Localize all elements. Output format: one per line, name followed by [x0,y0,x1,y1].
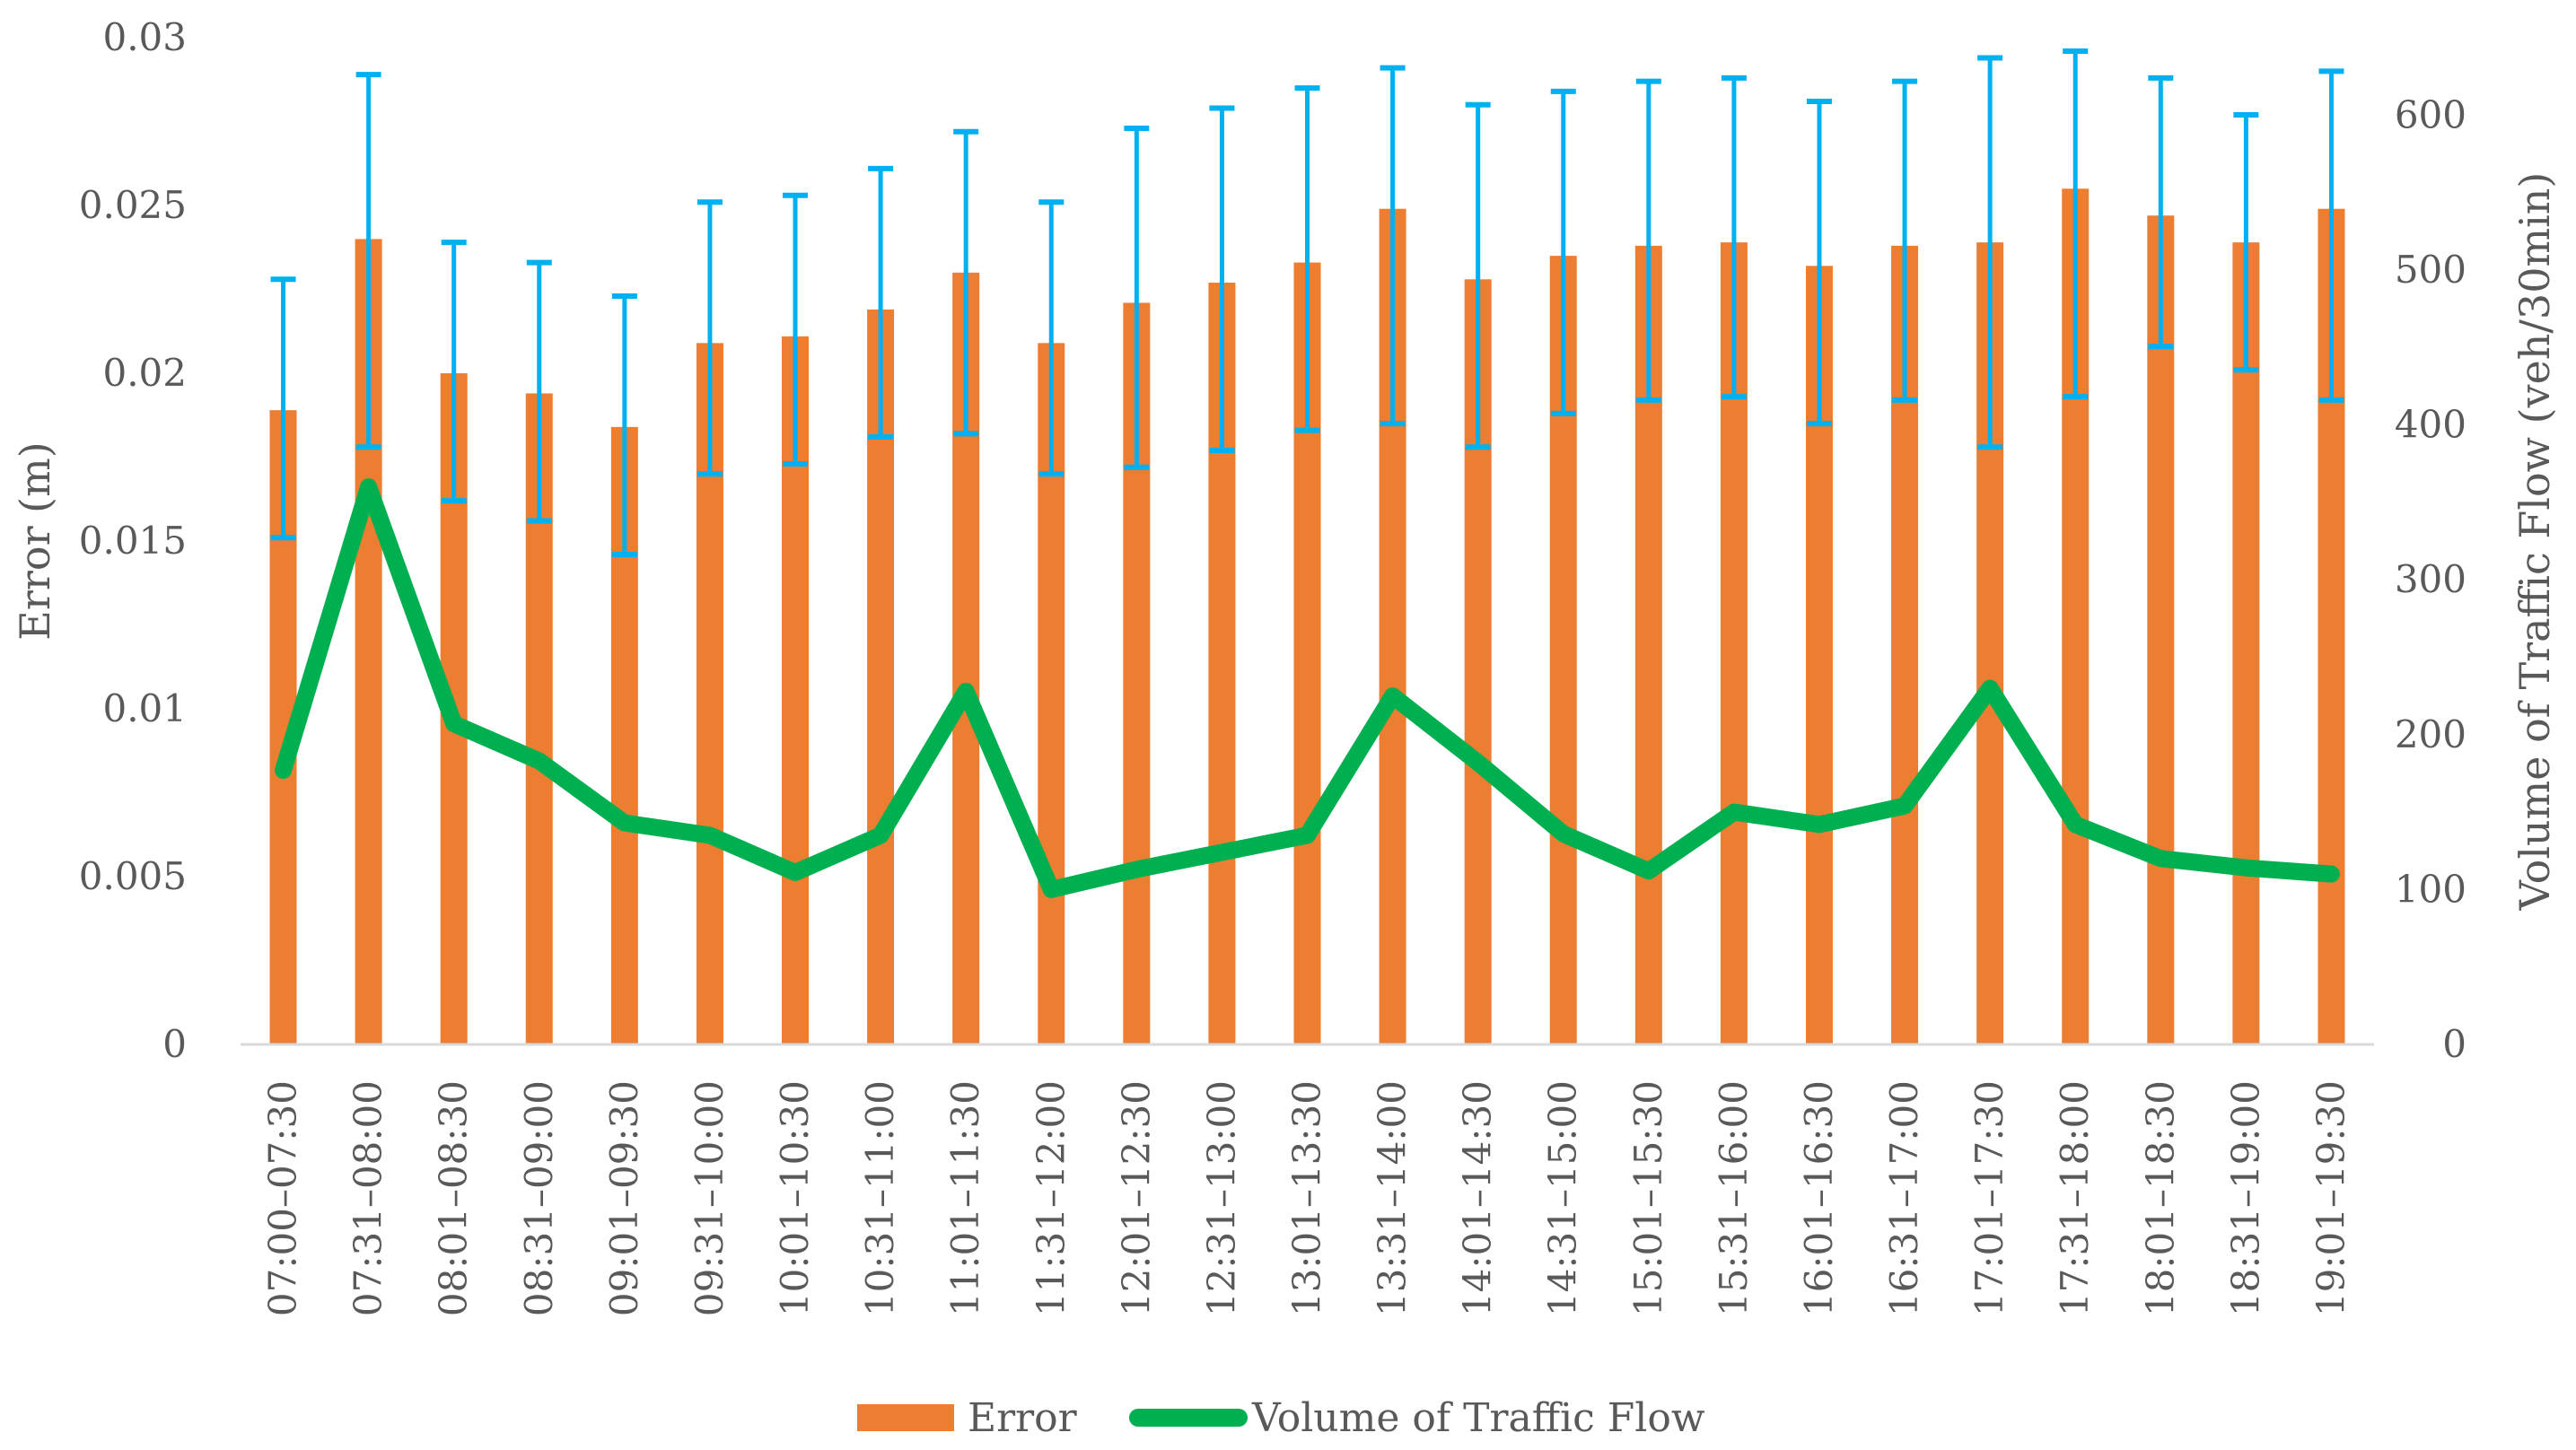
x-tick-label: 15:31–16:00 [1712,1080,1756,1316]
traffic-flow-point [1390,694,1395,698]
traffic-flow-point [2329,872,2334,877]
x-tick-label: 16:01–16:30 [1797,1080,1841,1316]
x-tick-label: 15:01–15:30 [1626,1080,1670,1316]
error-whiskers-group [270,48,2344,557]
y-tick-label-left: 0.01 [102,686,187,730]
x-tick-label: 13:01–13:30 [1285,1080,1329,1316]
traffic-flow-point [793,870,798,875]
x-tick-label: 08:01–08:30 [432,1080,476,1316]
x-tick-label: 07:00–07:30 [261,1080,305,1316]
traffic-flow-point [1476,760,1480,764]
category-labels: 07:00–07:30 07:31–08:00 08:01–08:30 08:31–0… [261,1080,2353,1316]
traffic-line-group [275,478,2340,898]
x-tick-label: 08:31–09:00 [517,1080,561,1316]
traffic-flow-point [1135,867,1139,871]
traffic-flow-point [1220,850,1224,854]
traffic-flow-point [707,833,712,837]
traffic-flow-point [1646,869,1651,873]
y-tick-label-left: 0.015 [79,519,187,563]
x-tick-label: 17:01–17:30 [1967,1080,2011,1316]
y-tick-label-right: 200 [2395,712,2466,756]
x-tick-label: 07:31–08:00 [346,1080,390,1316]
traffic-flow-point [537,759,541,764]
y-tick-label-left: 0.02 [102,351,187,395]
error-bar [2232,242,2260,1044]
y-tick-label-left: 0 [162,1022,187,1066]
x-tick-label: 18:01–18:30 [2138,1080,2182,1316]
y-tick-label-left: 0.03 [102,15,187,59]
y-tick-label-right: 400 [2395,403,2466,447]
x-tick-label: 19:01–19:30 [2309,1080,2353,1316]
traffic-flow-point [1305,833,1310,837]
traffic-flow-point [964,689,968,694]
y-tick-label-right: 500 [2395,248,2466,292]
traffic-flow-point [1731,810,1736,815]
x-tick-label: 11:31–12:00 [1029,1080,1073,1316]
x-tick-label: 18:31–19:00 [2223,1080,2267,1316]
traffic-flow-point [281,768,285,773]
x-tick-label: 09:31–10:00 [688,1080,732,1316]
traffic-flow-point [2073,822,2078,826]
x-tick-label: 12:01–12:30 [1114,1080,1158,1316]
traffic-flow-point [879,833,883,837]
y-axis-title-right: Volume of Traffic Flow (veh/30min) [2510,172,2559,912]
x-tick-label: 10:01–10:30 [773,1080,817,1316]
x-tick-label: 16:31–17:00 [1882,1080,1926,1316]
y-tick-label-left: 0.025 [79,183,187,227]
right-axis-ticks: 0 100 200 300 400 500 600 [2395,92,2466,1066]
error-bars-group [269,188,2345,1045]
traffic-flow-point [1903,804,1907,808]
error-bar [2147,215,2175,1045]
traffic-flow-point [622,821,626,825]
y-tick-label-right: 100 [2395,867,2466,911]
x-tick-label: 10:31–11:00 [858,1080,902,1316]
legend-label-error: Error [968,1395,1078,1441]
traffic-flow-point [451,721,456,726]
y-axis-title-left: Error (m) [11,441,59,640]
x-tick-label: 14:31–15:00 [1541,1080,1585,1316]
x-tick-label: 11:01–11:30 [943,1080,987,1316]
traffic-flow-point [1561,832,1565,836]
y-tick-label-left: 0.005 [79,854,187,898]
traffic-flow-point [1817,822,1821,826]
traffic-flow-point [1049,887,1054,892]
y-tick-label-right: 300 [2395,557,2466,601]
x-tick-label: 12:31–13:00 [1199,1080,1243,1316]
y-tick-label-right: 600 [2395,92,2466,136]
legend-label-traffic: Volume of Traffic Flow [1251,1395,1705,1441]
x-tick-label: 09:01–09:30 [602,1080,646,1316]
x-tick-label: 13:31–14:00 [1371,1080,1415,1316]
legend-swatch-error [857,1404,954,1431]
traffic-flow-point [2244,866,2248,870]
y-tick-label-right: 0 [2442,1022,2466,1066]
traffic-flow-point [1988,686,1993,690]
left-axis-ticks: 0 0.005 0.01 0.015 0.02 0.025 0.03 [79,15,187,1066]
x-tick-label: 17:31–18:00 [2053,1080,2097,1316]
traffic-flow-point [366,485,371,489]
legend: Error Volume of Traffic Flow [857,1395,1705,1441]
x-tick-label: 14:01–14:30 [1456,1080,1500,1316]
traffic-flow-point [2159,856,2163,860]
